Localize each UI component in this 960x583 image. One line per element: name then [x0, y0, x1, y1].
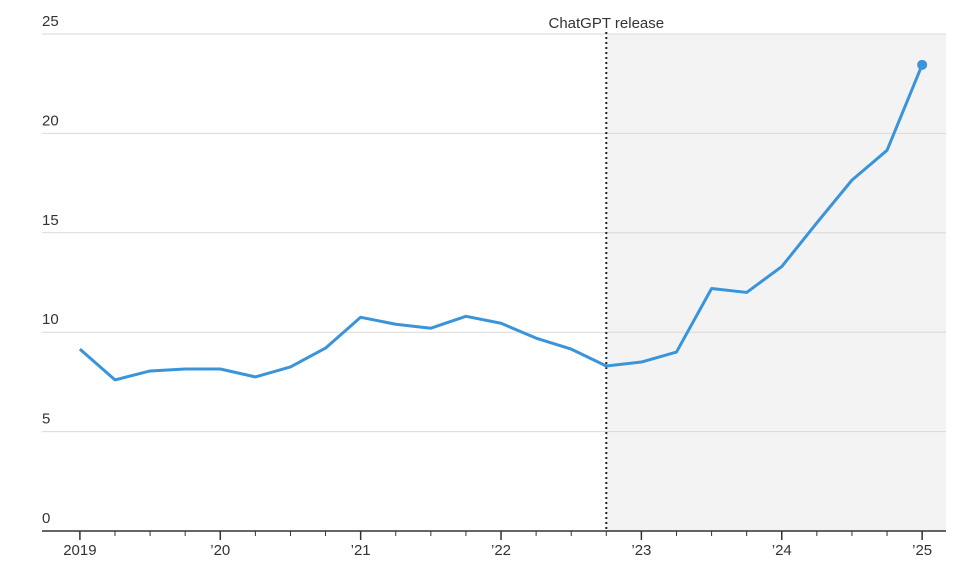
- x-tick-label: 2019: [63, 542, 96, 559]
- y-tick-label: 20: [42, 112, 59, 129]
- x-tick-label: ’25: [912, 542, 932, 559]
- annotation-label: ChatGPT release: [548, 15, 664, 32]
- y-tick-label: 10: [42, 311, 59, 328]
- y-tick-label: 0: [42, 510, 50, 527]
- y-tick-label: 5: [42, 411, 50, 428]
- shaded-region: [606, 34, 946, 531]
- x-tick-label: ’23: [631, 542, 651, 559]
- y-tick-label: 15: [42, 212, 59, 229]
- x-tick-label: ’20: [210, 542, 230, 559]
- y-tick-label: 25: [42, 13, 59, 30]
- x-tick-label: ’24: [772, 542, 792, 559]
- x-tick-label: ’22: [491, 542, 511, 559]
- line: [78, 64, 924, 382]
- x-tick-label: ’21: [351, 542, 371, 559]
- end-point: [917, 59, 928, 70]
